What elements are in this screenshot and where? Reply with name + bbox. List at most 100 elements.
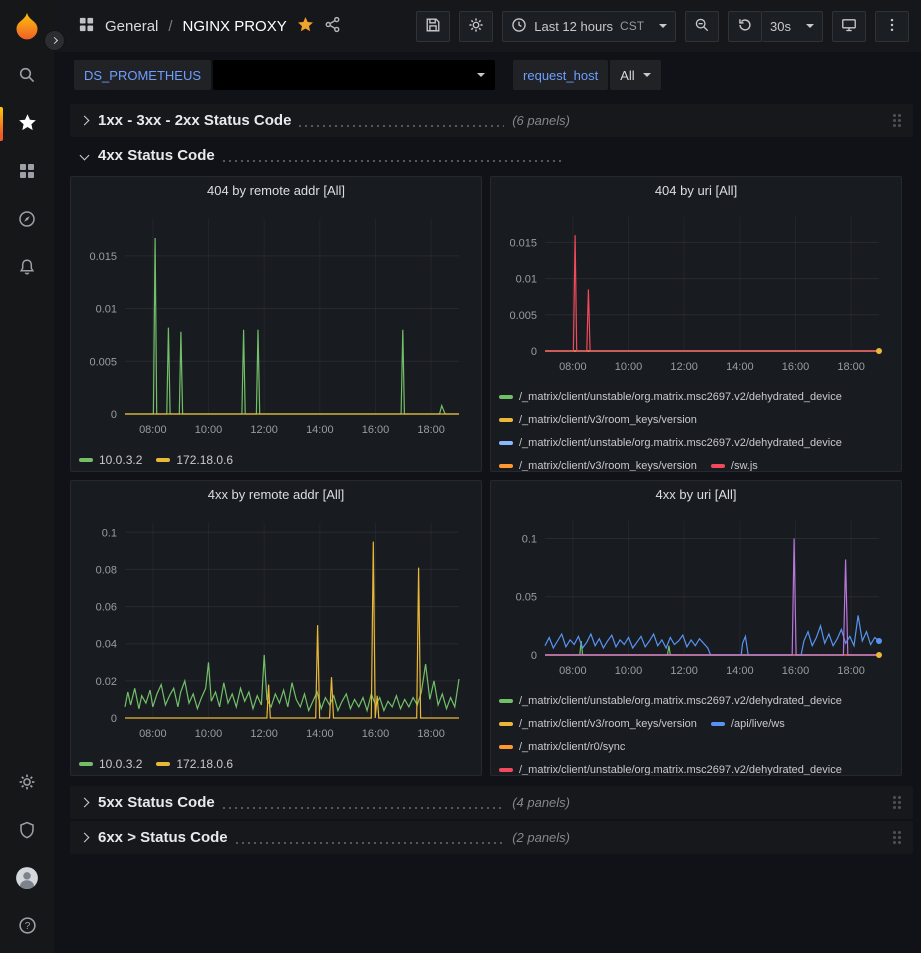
dashboard-settings-button[interactable] [459, 10, 494, 42]
legend-row: /_matrix/client/v3/room_keys/version/api… [499, 712, 893, 735]
svg-text:0.04: 0.04 [96, 639, 117, 651]
row-drag-handle[interactable] [893, 796, 905, 804]
panel-title[interactable]: 4xx by uri [All] [655, 487, 737, 502]
toolbar-actions: Last 12 hours CST 30s [407, 10, 909, 42]
help-icon: ? [18, 916, 37, 938]
panel-title[interactable]: 404 by remote addr [All] [206, 183, 346, 198]
drag-dots-icon [893, 796, 896, 799]
request-host-select[interactable]: All [610, 60, 661, 90]
svg-text:16:00: 16:00 [362, 424, 390, 436]
svg-text:12:00: 12:00 [670, 665, 698, 677]
legend-item[interactable]: /_matrix/client/unstable/org.matrix.msc2… [499, 437, 842, 449]
svg-text:0.005: 0.005 [509, 310, 537, 322]
legend-item[interactable]: /api/live/ws [710, 717, 785, 730]
legend-label: /_matrix/client/unstable/org.matrix.msc2… [519, 390, 842, 403]
svg-text:16:00: 16:00 [782, 361, 810, 373]
chevron-right-icon [79, 832, 89, 843]
time-series-chart[interactable]: 08:00 10:00 12:00 14:00 16:00 18:00 0 0.005 0.01… [79, 205, 473, 444]
row-1xx-3xx-2xx-status-code[interactable]: 1xx - 3xx - 2xx Status Code (6 panels) [70, 104, 913, 137]
breadcrumb-separator: / [168, 17, 173, 35]
row-drag-handle[interactable] [893, 114, 905, 122]
sidebar-item-starred[interactable] [0, 100, 54, 148]
legend-label: /_matrix/client/unstable/org.matrix.msc2… [519, 763, 842, 775]
legend-label: 10.0.3.2 [99, 756, 143, 771]
share-icon[interactable] [324, 16, 341, 37]
sidebar-item-explore[interactable] [0, 196, 54, 244]
datasource-select[interactable] [213, 60, 496, 90]
svg-text:0.015: 0.015 [509, 237, 537, 249]
svg-text:0.015: 0.015 [89, 251, 117, 263]
row-panel-count: (6 panels) [512, 113, 570, 128]
sidebar-item-alerting[interactable] [0, 244, 54, 292]
favorite-star-icon[interactable] [297, 16, 314, 37]
row-6xx-status-code[interactable]: 6xx > Status Code (2 panels) [70, 821, 913, 854]
grafana-logo[interactable] [0, 0, 54, 52]
save-dashboard-button[interactable] [416, 10, 451, 42]
sidebar-item-configuration[interactable] [0, 759, 54, 807]
breadcrumb-section[interactable]: General [105, 17, 159, 35]
legend-item[interactable]: /_matrix/client/unstable/org.matrix.msc2… [499, 695, 842, 707]
sidebar-item-search[interactable] [0, 52, 54, 100]
legend-item[interactable]: 172.18.0.6 [156, 757, 233, 771]
legend-item[interactable]: /sw.js [710, 460, 758, 471]
time-series-chart[interactable]: 08:00 10:00 12:00 14:00 16:00 18:00 0 0.02 0.04 0… [79, 509, 473, 748]
legend-swatch [499, 721, 513, 726]
row-dotted-leader [299, 124, 505, 127]
svg-text:08:00: 08:00 [559, 665, 587, 677]
legend-item[interactable]: /_matrix/client/v3/room_keys/version [499, 718, 697, 730]
sidebar-expand-button[interactable] [44, 30, 65, 51]
breadcrumb-dashboard-title[interactable]: NGINX PROXY [182, 17, 287, 35]
legend-label: /_matrix/client/v3/room_keys/version [519, 413, 697, 426]
panel-grid: 404 by remote addr [All] 08:00 10:00 12:00… [70, 176, 913, 776]
sidebar-item-profile[interactable] [0, 855, 54, 903]
svg-text:18:00: 18:00 [417, 728, 445, 740]
legend-item[interactable]: /_matrix/client/r0/sync [499, 741, 625, 753]
time-series-chart[interactable]: 08:00 10:00 12:00 14:00 16:00 18:00 0 0.005 0.01… [499, 203, 893, 381]
bell-icon [18, 258, 36, 279]
legend-label: /_matrix/client/v3/room_keys/version [519, 459, 697, 471]
gear-icon [468, 17, 484, 36]
time-range-picker[interactable]: Last 12 hours CST [502, 10, 677, 42]
sidebar-item-dashboards[interactable] [0, 148, 54, 196]
legend-item[interactable]: 172.18.0.6 [156, 453, 233, 467]
legend-item[interactable]: 10.0.3.2 [79, 757, 142, 771]
legend-item[interactable]: /_matrix/client/v3/room_keys/version [499, 460, 697, 471]
drag-dots-icon [893, 114, 896, 117]
panel-404-by-remote-addr: 404 by remote addr [All] 08:00 10:00 12:00… [70, 176, 482, 472]
row-5xx-status-code[interactable]: 5xx Status Code (4 panels) [70, 786, 913, 819]
apps-icon [18, 162, 36, 183]
svg-text:0: 0 [111, 713, 117, 725]
legend-label: 172.18.0.6 [176, 756, 234, 771]
legend-item[interactable]: /_matrix/client/unstable/org.matrix.msc2… [499, 764, 842, 775]
panel-title[interactable]: 404 by uri [All] [654, 183, 738, 198]
tv-mode-button[interactable] [832, 10, 866, 42]
row-panel-count: (4 panels) [512, 795, 570, 810]
refresh-interval-select[interactable]: 30s [762, 10, 823, 42]
legend-label: /api/live/ws [730, 717, 785, 730]
row-drag-handle[interactable] [893, 831, 905, 839]
legend-row: /_matrix/client/unstable/org.matrix.msc2… [499, 385, 893, 408]
svg-text:10:00: 10:00 [615, 361, 643, 373]
request-host-variable-label: request_host [513, 60, 609, 90]
request-host-variable: request_host All [513, 60, 661, 90]
legend-item[interactable]: /_matrix/client/v3/room_keys/version [499, 414, 697, 426]
sidebar-item-server-admin[interactable] [0, 807, 54, 855]
legend-item[interactable]: 10.0.3.2 [79, 453, 142, 467]
svg-text:0: 0 [531, 650, 537, 662]
chevron-down-icon [642, 73, 651, 77]
zoom-out-button[interactable] [685, 10, 720, 42]
time-series-chart[interactable]: 08:00 10:00 12:00 14:00 16:00 18:00 0 0.05 0.1 [499, 507, 893, 685]
legend-row: /_matrix/client/v3/room_keys/version/sw.… [499, 454, 893, 471]
drag-dots-icon [893, 831, 896, 834]
row-4xx-status-code[interactable]: 4xx Status Code [70, 139, 913, 172]
panel-title[interactable]: 4xx by remote addr [All] [207, 487, 345, 502]
clock-icon [511, 17, 527, 36]
legend-label: /_matrix/client/v3/room_keys/version [519, 717, 697, 730]
time-range-label: Last 12 hours [534, 18, 614, 34]
dashboard-canvas: 1xx - 3xx - 2xx Status Code (6 panels) 4… [54, 98, 921, 953]
svg-text:10:00: 10:00 [195, 728, 223, 740]
sidebar-item-help[interactable]: ? [0, 903, 54, 951]
kebab-menu-button[interactable] [875, 10, 909, 42]
refresh-button[interactable] [728, 10, 763, 42]
legend-item[interactable]: /_matrix/client/unstable/org.matrix.msc2… [499, 391, 842, 403]
